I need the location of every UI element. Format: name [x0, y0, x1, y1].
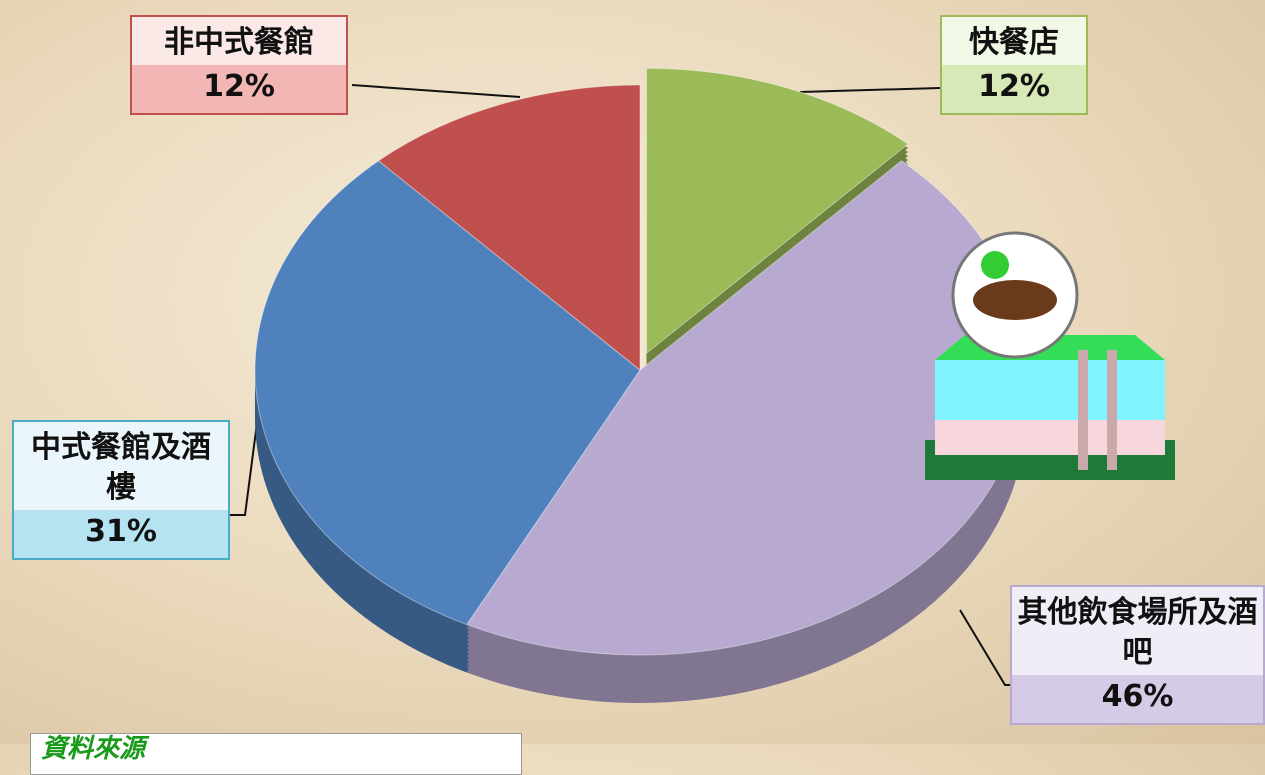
slice-label: 快餐店 12% [940, 15, 1088, 115]
category-label: 快餐店 [969, 25, 1059, 60]
icon-wall [935, 420, 1165, 455]
slice-label: 非中式餐館 12% [130, 15, 348, 115]
chart [230, 67, 1175, 704]
slice [377, 84, 641, 372]
category-label: 其他飲食場所及酒吧 [1017, 595, 1258, 670]
icon-pillar [1107, 350, 1117, 470]
value-label: 46% [1012, 675, 1263, 723]
slice-label: 中式餐館及酒樓 31% [12, 420, 230, 560]
leader-line [799, 87, 941, 93]
slice [254, 160, 641, 626]
source-note: 資料來源 [30, 733, 522, 775]
value-label: 12% [942, 65, 1086, 113]
restaurant-icon [925, 231, 1175, 480]
icon-lettuce [981, 251, 1009, 279]
leader-line [959, 609, 1012, 686]
category-label: 中式餐館及酒樓 [31, 430, 211, 505]
slice [646, 67, 909, 355]
icon-steak [973, 280, 1057, 320]
icon-pillar [1078, 350, 1088, 470]
value-label: 31% [14, 510, 228, 558]
leaders [230, 84, 1012, 686]
leader-line [230, 399, 261, 516]
category-label: 非中式餐館 [164, 25, 314, 60]
slice-label: 其他飲食場所及酒吧 46% [1010, 585, 1265, 725]
value-label: 12% [132, 65, 346, 113]
leader-line [351, 84, 521, 98]
